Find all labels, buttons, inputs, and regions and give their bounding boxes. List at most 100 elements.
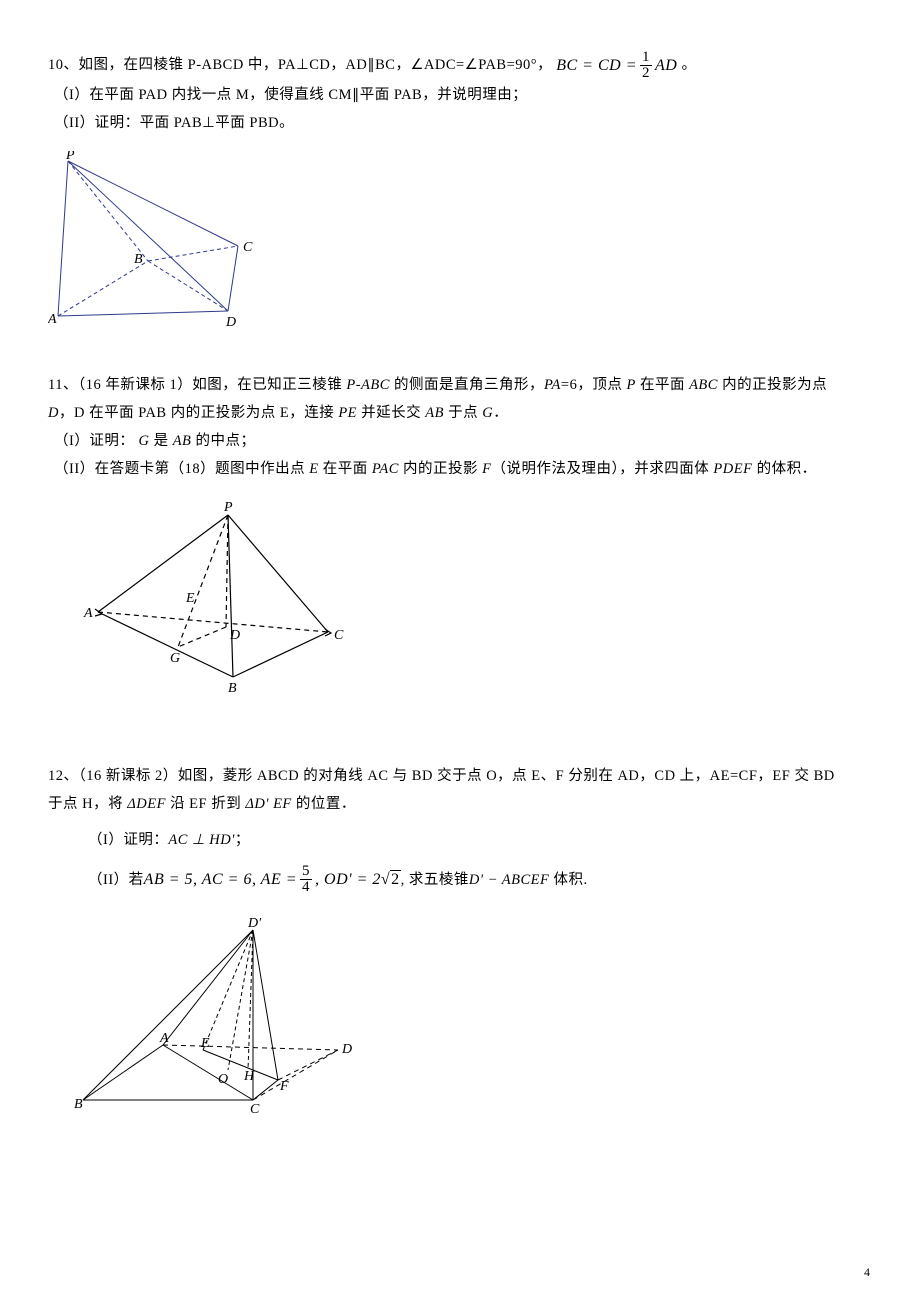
p12-l2a: 于点 H，将 [48,796,127,812]
p11-text-a: 、（16 年新课标 1）如图，在已知正三棱锥 [63,377,346,393]
p11-pe: PE [338,405,357,421]
p10-end: 。 [681,57,696,73]
p11-p2e2: 的体积． [752,461,816,477]
p11-p2f: F [482,461,491,477]
p11-p2b: 在平面 [319,461,372,477]
p11-p2e: E [309,461,318,477]
p10-part2: （II）证明：平面 PAB⊥平面 PBD。 [48,109,872,137]
p11-p2pac: PAC [372,461,399,477]
p11-p2d: （说明作法及理由），并求四面体 [492,461,714,477]
p11-label-a: A [83,606,93,621]
p11-g: G [482,405,493,421]
p11-label-g: G [170,651,180,666]
p12-l2b: 沿 EF 折到 [166,796,245,812]
p11-line2: D，D 在平面 PAB 内的正投影为点 E，连接 PE 并延长交 AB 于点 G… [48,399,872,427]
p11-svg: P A B C D E G [78,497,358,697]
p12-p2b: , 求五棱锥 [401,866,469,894]
p12-label-dp: D′ [247,916,262,931]
page-number: 4 [864,1265,870,1280]
p12-sqrt: 2 [381,866,401,894]
p10-figure: P A B C D [48,151,872,341]
p12-p2a: （II）若 [88,866,144,894]
p12-formula: AB = 5, AC = 6, AE = 5 4 , OD' = 2 2 [144,864,401,895]
p12-label-c: C [250,1102,260,1115]
p11-p1ab: AB [173,433,192,449]
p12-p1f: AC ⊥ HD' [168,832,234,848]
p11-p2a: （II）在答题卡第（18）题图中作出点 [54,461,309,477]
p12-svg: D′ A B C D E F O H [68,915,368,1115]
p12-label-f: F [279,1079,289,1094]
p10-frac-num: 1 [640,50,652,66]
p11-p1a: （I）证明： [54,433,134,449]
p11-p2c: 内的正投影 [399,461,482,477]
problem-12: 12、（16 新课标 2）如图，菱形 ABCD 的对角线 AC 与 BD 交于点… [48,762,872,1120]
p11-label-d: D [229,628,240,643]
p11-pabc: P-ABC [346,377,390,393]
p11-abc: ABC [689,377,718,393]
p12-f-dp: D' − ABCEF [469,866,549,894]
p11-d: D [48,405,59,421]
p11-line1: 11、（16 年新课标 1）如图，在已知正三棱锥 P-ABC 的侧面是直角三角形… [48,371,872,399]
p10-label-d: D [225,315,236,330]
p12-frac-num: 5 [300,864,312,880]
problem-10: 10、如图，在四棱锥 P-ABCD 中，PA⊥CD，AD∥BC，∠ADC=∠PA… [48,50,872,341]
p12-label-o: O [218,1072,228,1087]
p11-p1g: G [138,433,149,449]
p12-frac-den: 4 [300,880,312,895]
p12-label-a: A [159,1031,169,1046]
p12-text-a: 、（16 新课标 2）如图，菱形 ABCD 的对角线 AC 与 BD 交于点 O… [64,768,835,784]
p10-text-a: 、如图，在四棱锥 P-ABCD 中，PA⊥CD，AD∥BC，∠ADC=∠PAB=… [64,57,553,73]
p11-text-c: 在平面 [636,377,689,393]
problem-11: 11、（16 年新课标 1）如图，在已知正三棱锥 P-ABC 的侧面是直角三角形… [48,371,872,702]
p10-label-p: P [65,151,75,163]
p12-sqrt-v: 2 [390,870,401,888]
p10-line1: 10、如图，在四棱锥 P-ABCD 中，PA⊥CD，AD∥BC，∠ADC=∠PA… [48,50,872,81]
p10-number: 10 [48,57,64,73]
p12-line2: 于点 H，将 ΔDEF 沿 EF 折到 ΔD' EF 的位置． [48,790,872,818]
p10-part1: （I）在平面 PAD 内找一点 M，使得直线 CM∥平面 PAB，并说明理由； [48,81,872,109]
p12-part2: （II）若 AB = 5, AC = 6, AE = 5 4 , OD' = 2… [48,864,872,895]
p10-formula-tail: AD [655,52,677,80]
p11-label-e: E [185,591,195,606]
p10-svg: P A B C D [48,151,258,336]
p11-p: P [626,377,635,393]
p12-tri-def: ΔDEF [127,796,166,812]
p11-l2c: 并延长交 [357,405,425,421]
p12-part1: （I）证明：AC ⊥ HD'； [48,826,872,854]
p10-label-a: A [48,312,57,327]
p11-l2d: 于点 [444,405,482,421]
p10-fraction: 1 2 [640,50,652,81]
p11-label-b: B [228,681,237,696]
p12-f-od: , OD' = 2 [315,866,381,894]
p11-part2: （II）在答题卡第（18）题图中作出点 E 在平面 PAC 内的正投影 F（说明… [48,455,872,483]
p12-number: 12 [48,768,64,784]
p12-label-e: E [200,1036,210,1051]
p12-label-b: B [74,1097,83,1112]
p11-ab: AB [425,405,444,421]
p11-label-c: C [334,628,344,643]
p10-label-b: B [134,252,143,267]
p12-label-h: H [243,1069,255,1084]
p12-line1: 12、（16 新课标 2）如图，菱形 ABCD 的对角线 AC 与 BD 交于点… [48,762,872,790]
p12-label-d: D [341,1042,352,1057]
p10-label-c: C [243,240,253,255]
p12-p1a: （I）证明： [88,832,168,848]
p11-l2b: ，D 在平面 PAB 内的正投影为点 E，连接 [59,405,338,421]
p10-formula-lead: BC = CD = [556,52,637,80]
p11-figure: P A B C D E G [78,497,872,702]
p11-text-d: 内的正投影为点 [718,377,827,393]
p11-part1: （I）证明： G 是 AB 的中点； [48,427,872,455]
p11-eq6: =6，顶点 [561,377,627,393]
p10-formula: BC = CD = 1 2 AD [556,50,677,81]
p12-f-ab: AB = 5, AC = 6, AE = [144,866,297,894]
p11-l2e: ． [493,405,508,421]
p11-p1b: 是 [149,433,172,449]
p11-number: 11 [48,377,63,393]
p12-l2c: 的位置． [292,796,356,812]
p10-frac-den: 2 [640,66,652,81]
p12-p2c: 体积. [553,866,587,894]
p11-p1c: 的中点； [191,433,255,449]
p11-pa: PA [544,377,561,393]
p12-p1b: ； [235,832,250,848]
p11-label-p: P [223,500,233,515]
